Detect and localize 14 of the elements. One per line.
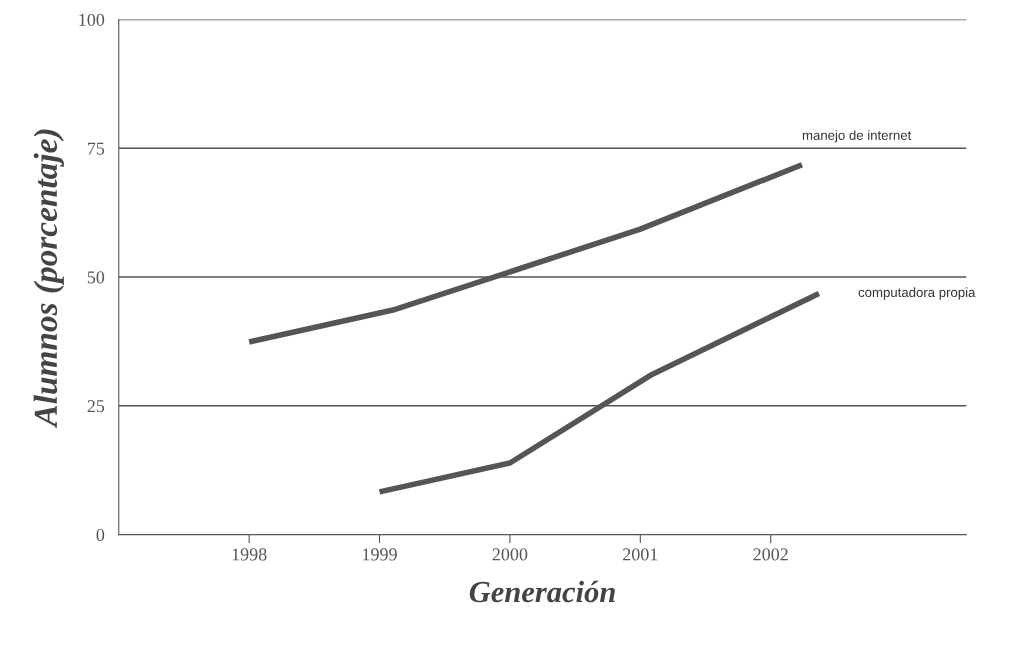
x-tick-label: 1999 bbox=[363, 548, 397, 561]
x-tick-label: 2001 bbox=[623, 548, 658, 561]
y-tick-label: 50 bbox=[87, 271, 105, 284]
x-tick-label: 1998 bbox=[232, 548, 267, 561]
y-axis-title: Alumnos (porcentaje) bbox=[33, 129, 64, 429]
x-tick-label: 2000 bbox=[492, 548, 528, 561]
y-tick-label: 0 bbox=[96, 528, 105, 542]
x-axis-title: Generación bbox=[469, 580, 615, 603]
y-tick-label: 100 bbox=[79, 13, 105, 26]
y-tick-label: 25 bbox=[87, 400, 105, 413]
text: computadora propia bbox=[858, 287, 976, 300]
x-tick-label: 2002 bbox=[753, 548, 788, 561]
y-tick-label: 75 bbox=[88, 142, 105, 155]
series-label: manejo de internet bbox=[802, 130, 912, 143]
